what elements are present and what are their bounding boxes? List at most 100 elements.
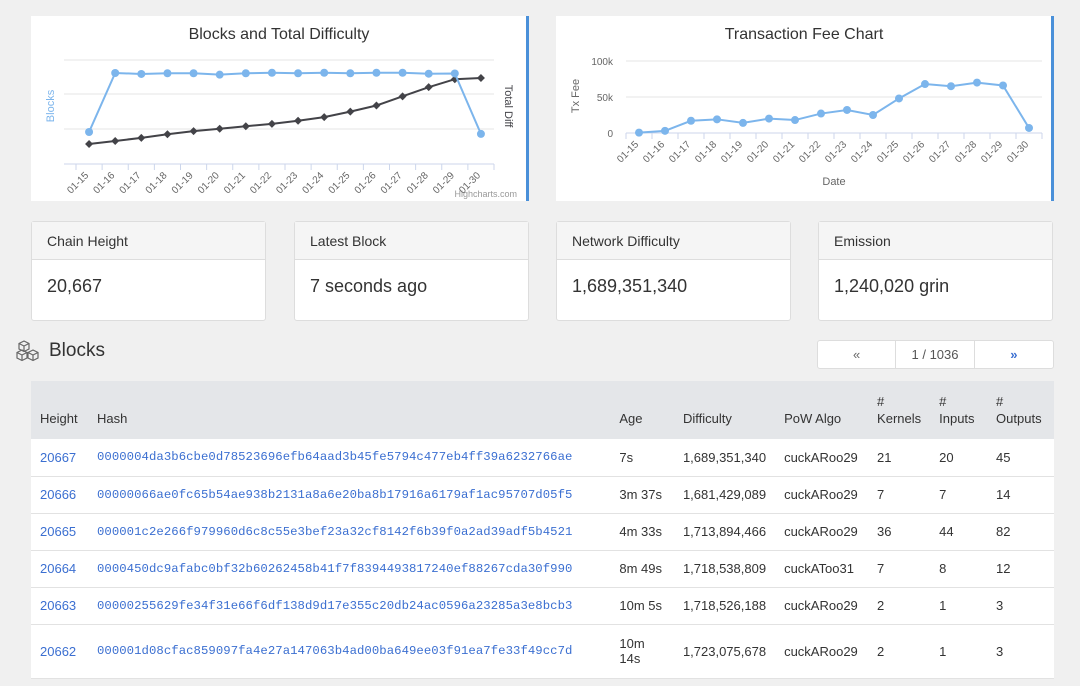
total-diff-point[interactable] [476,74,485,82]
tx-fee-point[interactable] [843,105,851,114]
kernel-count: 7 [877,561,885,576]
block-difficulty: 1,713,894,466 [682,524,767,539]
blocks-point[interactable] [241,69,250,78]
tx-fee-point[interactable] [1025,123,1033,132]
blocks-point[interactable] [476,129,485,138]
tx-fee-point[interactable] [817,109,825,118]
blocks-point[interactable] [163,69,172,78]
blocks-point[interactable] [450,69,459,78]
tx-fee-point[interactable] [713,115,721,124]
block-hash-link[interactable]: 0000004da3b6cbe0d78523696efb64aad3b45fe5… [96,450,573,465]
block-height-link[interactable]: 20667 [40,449,77,465]
tx-fee-point[interactable] [869,111,877,119]
total-diff-point[interactable] [320,113,329,122]
block-height-link[interactable]: 20665 [40,524,77,539]
block-hash-link[interactable]: 000001c2e266f979960d6c8c55e3bef23a32cf81… [96,524,573,539]
y-axis-label-left: Blocks [45,89,57,122]
total-diff-point[interactable] [241,122,250,131]
blocks-point[interactable] [111,69,120,77]
block-age: 7s [619,449,634,465]
total-diff-point[interactable] [294,116,303,125]
col-pow-algo: PoW Algo [784,411,842,426]
blocks-point[interactable] [424,69,433,78]
output-count: 45 [996,449,1011,465]
input-count: 1 [939,598,947,613]
block-hash-link[interactable]: 00000066ae0fc65b54ae938b2131a8a6e20ba8b1… [96,487,573,502]
blocks-point[interactable] [85,128,94,136]
blocks-point[interactable] [346,69,355,78]
transaction-fee-chart-svg: Transaction Fee Chart Tx Fee Date 0 50k 10… [570,26,1043,188]
blocks-point[interactable] [294,69,303,78]
prev-page-button[interactable]: « [818,341,897,368]
block-height-link[interactable]: 20662 [40,643,77,659]
pagination: « 1 / 1036 » [817,340,1054,369]
blocks-table: Height Hash Age Difficulty PoW Algo # Ke… [31,381,1054,679]
next-page-button[interactable]: » [1010,347,1018,362]
total-diff-point[interactable] [137,133,146,142]
blocks-point[interactable] [215,70,224,79]
cubes-icon [16,340,39,362]
input-count: 44 [939,524,954,539]
total-diff-point[interactable] [424,83,433,92]
total-diff-point[interactable] [267,119,276,128]
blocks-point[interactable] [137,69,146,78]
tx-fee-point[interactable] [947,82,955,91]
stat-label: Chain Height [32,222,265,260]
col-height: Height [40,411,78,426]
pow-algo: cuckARoo29 [784,643,858,659]
kernel-count: 2 [877,598,885,613]
stat-value: 1,240,020 grin [834,276,950,296]
tx-fee-point[interactable] [973,78,981,87]
x-tick-label: 01-23 [823,139,849,165]
x-tick-label: 01-21 [771,139,797,165]
total-diff-point[interactable] [346,107,355,116]
tx-fee-point[interactable] [661,126,669,135]
x-tick-label: 01-28 [953,139,979,165]
input-count: 8 [939,561,947,576]
total-diff-point[interactable] [398,92,407,101]
pow-algo: cuckARoo29 [784,524,858,539]
table-row: 20665 000001c2e266f979960d6c8c55e3bef23a3… [31,513,1054,550]
total-diff-point[interactable] [163,130,172,139]
x-tick-label: 01-25 [327,170,353,196]
output-count: 14 [996,487,1011,502]
blocks-section-header: Blocks [16,340,105,362]
total-diff-point[interactable] [189,127,198,136]
total-diff-point[interactable] [111,136,120,145]
tx-fee-point[interactable] [635,128,643,137]
input-count: 7 [939,487,947,502]
blocks-point[interactable] [189,69,198,78]
block-hash-link[interactable]: 00000255629fe34f31e66f6df138d9d17e355c20… [96,598,573,613]
total-diff-point[interactable] [372,101,381,110]
x-tick-label: 01-25 [875,139,901,165]
tx-fee-point[interactable] [739,118,747,127]
tx-fee-point[interactable] [999,81,1007,90]
output-count: 82 [996,524,1011,539]
block-height-link[interactable]: 20666 [40,487,77,502]
block-height-link[interactable]: 20663 [40,598,77,613]
blocks-point[interactable] [320,68,329,77]
output-count: 3 [996,643,1004,659]
stat-chain-height: Chain Height 20,667 [31,221,266,321]
table-header-row: Height Hash Age Difficulty PoW Algo # Ke… [31,381,1054,439]
blocks-point[interactable] [267,68,276,77]
x-tick-label: 01-26 [353,170,379,196]
input-count: 1 [939,643,947,659]
block-height-link[interactable]: 20664 [40,561,77,576]
tx-fee-point[interactable] [687,116,695,125]
block-hash-link[interactable]: 0000450dc9afabc0bf32b60262458b41f7f83944… [96,561,573,576]
block-hash-link[interactable]: 000001d08cfac859097fa4e27a147063b4ad00ba… [96,644,573,658]
total-diff-point[interactable] [215,124,224,133]
tx-fee-point[interactable] [921,80,929,89]
stat-value: 1,689,351,340 [572,276,688,296]
blocks-point[interactable] [398,68,407,77]
blocks-point[interactable] [372,68,381,77]
tx-fee-point[interactable] [895,94,903,103]
kernel-count: 36 [877,524,892,539]
x-tick-label: 01-15 [615,139,641,165]
table-row: 20664 0000450dc9afabc0bf32b60262458b41f7f… [31,550,1054,587]
total-diff-point[interactable] [85,140,94,148]
tx-fee-point[interactable] [765,114,773,123]
block-age: 4m 33s [619,524,662,539]
tx-fee-point[interactable] [791,116,799,125]
